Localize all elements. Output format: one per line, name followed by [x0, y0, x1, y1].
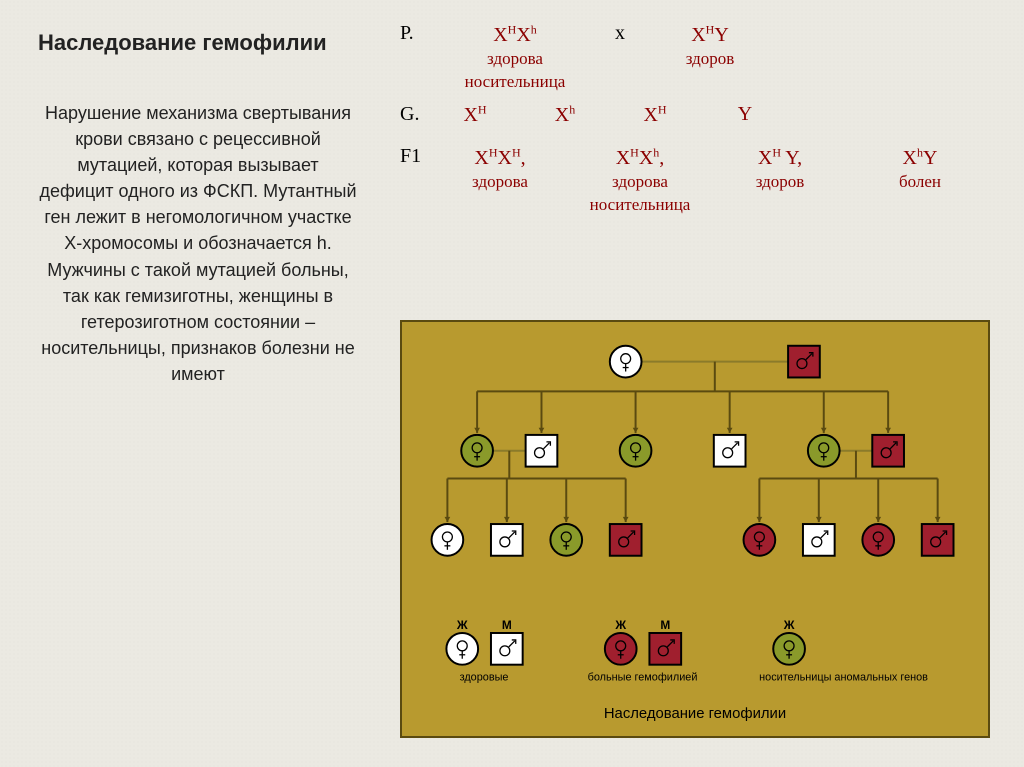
gamete-row: G. XH Xh XH Y — [400, 103, 1000, 128]
father-genotype: XHY — [691, 24, 729, 46]
f1-o2-s1: здорова — [612, 172, 668, 191]
svg-text:Ж: Ж — [456, 618, 468, 632]
f1-o3-s1: здоров — [756, 172, 805, 191]
cross-symbol: x — [600, 22, 640, 45]
description-text: Нарушение механизма свертывания крови св… — [38, 100, 358, 387]
g-label: G. — [400, 103, 430, 126]
page-title: Наследование гемофилии — [38, 30, 327, 56]
f1-o1-s1: здорова — [472, 172, 528, 191]
f1-label: F1 — [400, 145, 430, 168]
genetic-cross-panel: Р. XHXh здорова носительница x XHY здоро… — [400, 22, 1000, 222]
f1-o2-s2: носительница — [590, 195, 691, 214]
f1-o2-geno: XHXh, — [616, 147, 665, 169]
svg-text:носительницы аномальных генов: носительницы аномальных генов — [759, 672, 928, 684]
svg-text:здоровые: здоровые — [460, 672, 509, 684]
parent-row: Р. XHXh здорова носительница x XHY здоро… — [400, 22, 1000, 93]
gamete-1: XH — [463, 104, 486, 126]
gamete-3: XH — [643, 104, 666, 126]
pedigree-diagram: Ж М Ж М Жздоровые больные гемофилией носительн… — [400, 320, 990, 738]
mother-genotype: XHXh — [493, 24, 537, 46]
svg-text:Наследование гемофилии: Наследование гемофилии — [604, 706, 786, 722]
svg-text:Ж: Ж — [783, 618, 795, 632]
svg-text:М: М — [660, 618, 670, 632]
father-status: здоров — [686, 49, 735, 68]
mother-status1: здорова — [487, 49, 543, 68]
mother-status2: носительница — [465, 72, 566, 91]
p-label: Р. — [400, 22, 430, 45]
f1-row: F1 XHXH, здорова XHXh, здорова носительн… — [400, 145, 1000, 216]
svg-text:М: М — [502, 618, 512, 632]
f1-o1-geno: XHXH, — [474, 147, 525, 169]
gamete-4: Y — [738, 103, 752, 125]
f1-o3-geno: XH Y, — [758, 147, 802, 169]
gamete-2: Xh — [555, 104, 575, 126]
f1-o4-s1: болен — [899, 172, 941, 191]
f1-o4-geno: XhY — [903, 147, 938, 169]
svg-text:больные гемофилией: больные гемофилией — [588, 672, 698, 684]
svg-text:Ж: Ж — [614, 618, 626, 632]
